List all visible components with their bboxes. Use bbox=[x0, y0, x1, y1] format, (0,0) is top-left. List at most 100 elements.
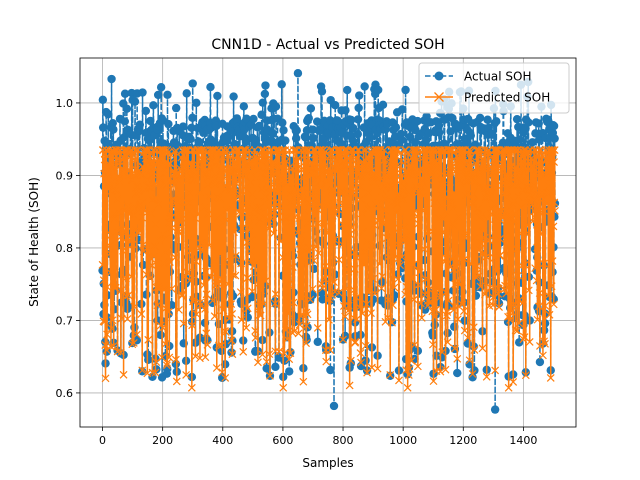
predicted-soh-point bbox=[104, 170, 113, 179]
predicted-soh-point bbox=[191, 214, 200, 222]
predicted-soh-point bbox=[546, 187, 555, 196]
predicted-soh-point bbox=[229, 271, 237, 279]
predicted-soh-point bbox=[238, 200, 247, 209]
predicted-soh-point bbox=[350, 286, 359, 294]
predicted-soh-point bbox=[212, 364, 221, 372]
predicted-soh-point bbox=[176, 172, 185, 180]
actual-soh-point bbox=[188, 79, 197, 88]
predicted-soh-point bbox=[355, 195, 364, 204]
predicted-soh-point bbox=[515, 229, 524, 238]
predicted-soh-point bbox=[235, 190, 244, 199]
predicted-soh-point bbox=[204, 180, 213, 189]
predicted-soh-point bbox=[113, 227, 122, 236]
predicted-soh-point bbox=[470, 345, 479, 354]
predicted-soh-point bbox=[514, 193, 523, 202]
actual-soh-point bbox=[156, 83, 166, 92]
predicted-soh-point bbox=[388, 198, 397, 206]
actual-soh-point bbox=[534, 119, 543, 128]
predicted-soh-point bbox=[346, 151, 355, 160]
predicted-soh-point bbox=[345, 381, 354, 390]
actual-soh-point bbox=[292, 126, 301, 135]
predicted-soh-point bbox=[443, 192, 451, 201]
predicted-soh-point bbox=[486, 283, 495, 292]
predicted-soh-point bbox=[159, 230, 168, 239]
predicted-soh-point bbox=[372, 170, 381, 179]
predicted-soh-point bbox=[101, 374, 110, 383]
predicted-soh-point bbox=[218, 275, 227, 284]
actual-soh-point bbox=[187, 123, 196, 133]
predicted-soh-point bbox=[301, 257, 310, 266]
predicted-soh-point bbox=[171, 253, 180, 262]
predicted-soh-point bbox=[524, 286, 533, 295]
predicted-soh-point bbox=[283, 308, 292, 317]
predicted-soh-point bbox=[198, 155, 207, 164]
actual-soh-point bbox=[107, 74, 116, 84]
predicted-soh-point bbox=[305, 243, 314, 252]
x-tick-label: 200 bbox=[152, 434, 173, 447]
predicted-soh-point bbox=[224, 178, 233, 187]
predicted-soh-point bbox=[322, 357, 331, 366]
predicted-soh-point bbox=[318, 284, 327, 293]
predicted-soh-point bbox=[289, 185, 298, 194]
predicted-soh-point bbox=[539, 259, 548, 268]
predicted-soh-point bbox=[312, 201, 321, 210]
actual-soh-point bbox=[312, 117, 322, 126]
predicted-soh-point bbox=[518, 298, 527, 307]
predicted-soh-point bbox=[373, 364, 382, 373]
actual-soh-point bbox=[391, 123, 401, 132]
predicted-soh-point bbox=[254, 269, 263, 278]
predicted-soh-point bbox=[442, 254, 451, 263]
predicted-soh-point bbox=[105, 241, 114, 250]
predicted-soh-point bbox=[542, 200, 551, 209]
actual-soh-point bbox=[466, 131, 475, 140]
actual-soh-point bbox=[260, 89, 270, 99]
predicted-soh-point bbox=[492, 213, 500, 221]
predicted-soh-point bbox=[203, 340, 212, 349]
predicted-soh-point bbox=[152, 358, 161, 367]
predicted-soh-point bbox=[539, 351, 547, 360]
predicted-soh-point bbox=[188, 321, 197, 330]
predicted-soh-point bbox=[393, 146, 402, 154]
actual-soh-point bbox=[122, 104, 132, 113]
predicted-soh-point bbox=[533, 315, 542, 324]
predicted-soh-point bbox=[482, 372, 491, 381]
predicted-soh-point bbox=[510, 173, 519, 182]
predicted-soh-point bbox=[167, 213, 176, 222]
predicted-soh-point bbox=[297, 294, 306, 303]
predicted-soh-point bbox=[180, 146, 189, 154]
predicted-soh-point bbox=[468, 370, 477, 378]
actual-soh-point bbox=[120, 89, 130, 98]
predicted-soh-point bbox=[210, 312, 219, 321]
predicted-soh-point bbox=[368, 240, 377, 249]
predicted-soh-point bbox=[523, 221, 531, 230]
actual-soh-point bbox=[318, 295, 327, 304]
actual-soh-point bbox=[188, 113, 197, 123]
predicted-soh-point bbox=[379, 220, 388, 229]
predicted-soh-point bbox=[299, 174, 308, 182]
predicted-soh-point bbox=[191, 352, 200, 361]
actual-soh-point bbox=[241, 137, 251, 147]
predicted-soh-point bbox=[477, 210, 486, 219]
predicted-soh-point bbox=[98, 260, 107, 269]
predicted-soh-point bbox=[438, 228, 447, 237]
predicted-soh-point bbox=[101, 341, 110, 349]
predicted-soh-point bbox=[395, 376, 403, 385]
actual-soh-point bbox=[309, 264, 319, 274]
predicted-soh-point bbox=[357, 358, 365, 367]
predicted-soh-point bbox=[467, 152, 476, 161]
predicted-soh-point bbox=[335, 255, 344, 264]
predicted-soh-point bbox=[404, 371, 413, 380]
actual-soh-point bbox=[430, 320, 439, 330]
predicted-soh-point bbox=[473, 262, 482, 271]
predicted-soh-point bbox=[550, 158, 558, 167]
predicted-soh-point bbox=[258, 184, 267, 193]
predicted-soh-point bbox=[107, 324, 116, 333]
predicted-soh-point bbox=[329, 185, 338, 194]
predicted-soh-point bbox=[433, 158, 442, 167]
predicted-soh-point bbox=[278, 146, 287, 154]
predicted-soh-point bbox=[333, 164, 342, 173]
predicted-soh-point bbox=[127, 272, 136, 281]
predicted-soh-point bbox=[382, 234, 391, 242]
y-axis-label: State of Health (SOH) bbox=[27, 177, 41, 307]
actual-soh-point bbox=[239, 102, 249, 111]
